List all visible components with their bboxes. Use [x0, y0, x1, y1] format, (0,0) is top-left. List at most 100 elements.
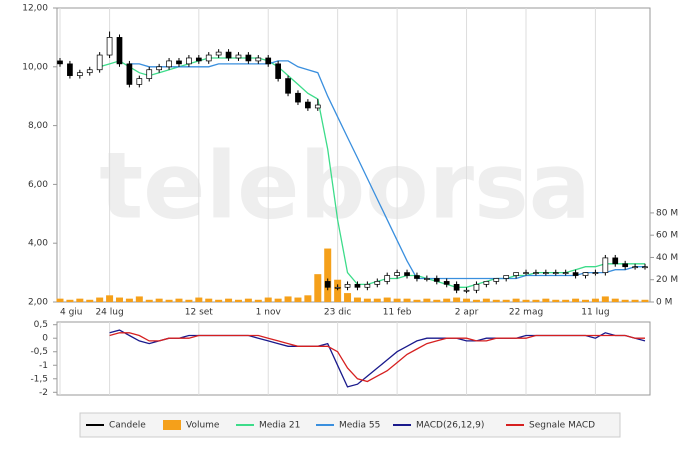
candle-body	[265, 57, 272, 65]
candle-body	[67, 63, 73, 76]
volume-bar	[185, 299, 193, 302]
volume-bar	[443, 298, 451, 302]
candle-body	[453, 284, 460, 291]
volume-bar	[423, 298, 431, 302]
legend-label: Volume	[186, 421, 220, 431]
volume-bar	[482, 298, 490, 302]
volume-bar	[453, 297, 461, 302]
volume-bar	[155, 298, 163, 302]
candle-body	[195, 57, 202, 62]
x-tick-label: 11 feb	[383, 308, 412, 318]
volume-bar	[334, 279, 342, 302]
candle-body	[542, 272, 549, 274]
volume-bar	[591, 298, 599, 302]
volume-bar	[215, 299, 223, 302]
volume-bar	[304, 295, 312, 302]
candle-body	[374, 281, 381, 285]
line	[109, 329, 646, 388]
candle-body	[582, 272, 589, 276]
candle-body	[126, 63, 133, 85]
volume-bar	[76, 298, 84, 302]
x-tick-label: 22 mag	[509, 308, 543, 318]
volume-bar	[324, 248, 332, 302]
volume-bar	[582, 299, 590, 302]
y2-tick-label: 60 M	[656, 231, 678, 241]
volume-bar	[175, 298, 183, 302]
candle-body	[305, 101, 311, 109]
volume-bar	[225, 298, 233, 302]
x-tick-label: 1 nov	[256, 308, 282, 318]
volume-bar	[294, 297, 302, 302]
candle-body	[156, 66, 163, 71]
legend-swatch	[163, 420, 181, 430]
y-tick-label: 4,00	[28, 239, 48, 249]
candle-body	[314, 104, 321, 109]
candle-body	[255, 57, 262, 62]
candle-body	[225, 51, 232, 59]
x-tick-label: 11 lug	[581, 308, 609, 318]
candle-body	[473, 284, 480, 291]
volume-bar	[115, 297, 123, 302]
candle-body	[404, 272, 410, 276]
volume-bar	[522, 299, 530, 302]
y-tick-label: 12,00	[22, 4, 48, 14]
watermark: teleborsa	[99, 132, 591, 239]
volume-bar	[641, 299, 649, 302]
candle-body	[493, 278, 500, 282]
candle-body	[612, 257, 619, 265]
volume-bar	[502, 299, 510, 302]
price-frame	[56, 7, 651, 303]
candle-body	[632, 266, 638, 269]
volume-bar	[244, 298, 252, 302]
candle-body	[275, 63, 281, 79]
volume-bar	[165, 299, 173, 302]
y-tick-label: 2,00	[28, 298, 48, 308]
candle-body	[513, 272, 519, 276]
line	[109, 332, 645, 383]
volume-bar	[234, 299, 242, 302]
candle-body	[424, 278, 430, 280]
volume-bar	[552, 299, 560, 302]
candle-body	[57, 60, 63, 65]
volume-bar	[492, 299, 500, 302]
y2-tick-label: 40 M	[656, 253, 678, 263]
x-tick-label: 12 set	[185, 308, 214, 318]
volume-bar	[135, 296, 143, 302]
candle-body	[96, 54, 103, 71]
candle-body	[334, 286, 341, 289]
legend-label: Media 55	[339, 421, 380, 431]
volume-bar	[403, 298, 411, 302]
volume-bar	[96, 297, 104, 302]
macd-y-tick-label: -1	[39, 361, 48, 371]
volume-bar	[125, 298, 133, 302]
volume-bar	[611, 298, 619, 302]
candle-body	[443, 281, 450, 285]
volume-bar	[472, 299, 480, 302]
volume-bar	[532, 299, 540, 302]
candle-body	[146, 69, 153, 79]
volume-bar	[66, 299, 74, 302]
legend-label: Segnale MACD	[529, 421, 595, 431]
y2-tick-label: 80 M	[656, 208, 678, 218]
candle-body	[116, 37, 123, 65]
volume-bar	[601, 296, 609, 302]
volume-bar	[542, 298, 550, 302]
candle-body	[592, 272, 599, 274]
line	[129, 60, 645, 280]
volume-bar	[631, 299, 639, 302]
candle-body	[295, 92, 301, 103]
volume-bar	[413, 299, 421, 302]
volume-bar	[314, 274, 322, 302]
volume-bar	[284, 296, 292, 302]
volume-bar	[205, 298, 213, 302]
candle-body	[562, 272, 569, 274]
x-tick-label: 23 dic	[324, 308, 352, 318]
volume-bar	[145, 299, 153, 302]
candle-body	[572, 272, 579, 276]
candle-body	[136, 78, 143, 85]
volume-bar	[572, 298, 580, 302]
candle-body	[344, 284, 351, 288]
volume-bar	[363, 298, 371, 302]
candle-body	[86, 69, 93, 74]
y-tick-label: 10,00	[22, 62, 48, 72]
